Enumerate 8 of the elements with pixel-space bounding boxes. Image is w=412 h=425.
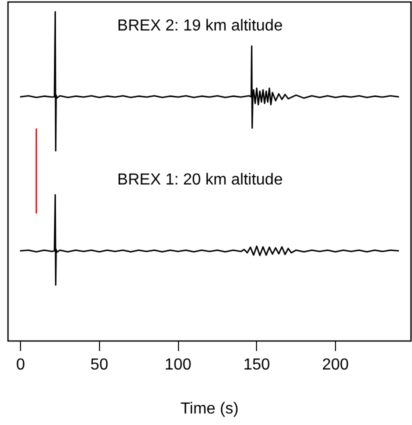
x-tick-label: 200	[322, 356, 349, 374]
annotation: BREX 1: 20 km altitude	[117, 172, 283, 188]
x-tick-label: 150	[243, 356, 270, 374]
x-tick-label: 50	[90, 356, 108, 374]
x-axis-title: Time (s)	[180, 400, 239, 418]
annotation: BREX 2: 19 km altitude	[117, 18, 283, 34]
x-tick-label: 0	[16, 356, 26, 374]
x-tick-label: 100	[164, 356, 192, 374]
